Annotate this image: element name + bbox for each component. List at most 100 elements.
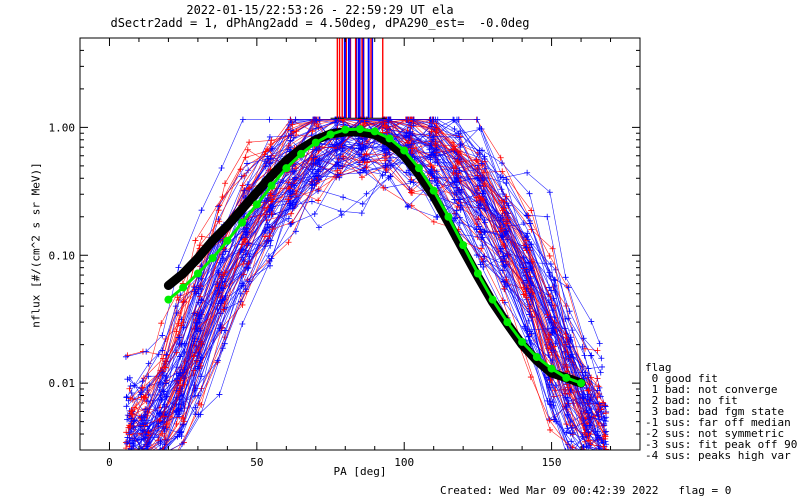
flux-point (579, 343, 586, 350)
fit-point (341, 125, 350, 134)
flux-point (600, 435, 607, 442)
flux-point (527, 292, 534, 299)
flux-point (567, 451, 573, 457)
flux-point (580, 451, 586, 457)
flux-point (146, 451, 152, 457)
flux-point (180, 299, 187, 306)
fit-point (503, 318, 512, 327)
flux-point (128, 451, 134, 457)
flux-point (138, 451, 144, 457)
flux-point (479, 234, 486, 241)
flux-point (291, 168, 298, 175)
fit-point (179, 283, 188, 292)
flux-point (266, 258, 273, 265)
flux-point (285, 126, 292, 133)
fit-point (518, 337, 527, 346)
flux-point (338, 211, 345, 218)
flux-point (588, 406, 595, 413)
flux-point (599, 451, 605, 457)
flux-point (549, 357, 556, 364)
flux-point (409, 190, 416, 197)
flux-point (128, 448, 130, 450)
flux-point (331, 116, 338, 123)
flux-point (428, 140, 435, 147)
flux-point (293, 128, 300, 135)
flux-point (567, 354, 574, 361)
flux-point (142, 394, 149, 401)
flux-point (429, 145, 436, 152)
flux-point (172, 303, 179, 310)
flux-point (565, 315, 572, 322)
x-axis-label: PA [deg] (333, 465, 387, 478)
flux-point (580, 335, 587, 342)
flux-point (597, 451, 603, 457)
flux-point (142, 451, 148, 457)
flux-point (474, 116, 481, 123)
flux-point (410, 116, 417, 123)
flux-point (128, 408, 135, 415)
legend-entry: 2 bad: no fit (645, 394, 738, 407)
flux-point (178, 408, 185, 415)
flux-point (181, 418, 188, 425)
flux-point (360, 157, 367, 164)
flux-point (266, 116, 273, 123)
flux-point (430, 116, 437, 123)
flux-point (355, 136, 362, 143)
flux-point (383, 124, 390, 131)
flux-point (332, 142, 339, 149)
flux-point (479, 242, 486, 249)
flux-point (428, 166, 435, 173)
flux-point (240, 282, 247, 289)
flux-point (477, 195, 484, 202)
flux-point (179, 340, 186, 347)
flux-point (546, 417, 553, 424)
flux-point (602, 403, 609, 410)
flux-point (566, 451, 572, 457)
flux-point (315, 168, 322, 175)
legend-entry: -3 sus: fit peak off 90 (645, 438, 798, 451)
flux-point (362, 145, 369, 152)
flux-point (173, 400, 180, 407)
flux-point (475, 185, 482, 192)
flux-point (215, 284, 222, 291)
flux-point (176, 334, 183, 341)
flux-point (156, 451, 162, 457)
flux-point (146, 451, 152, 457)
flux-point (480, 190, 487, 197)
flux-point (336, 155, 343, 162)
flux-point (287, 221, 294, 228)
flux-point (268, 145, 275, 152)
flux-point (288, 127, 295, 134)
flux-point (476, 125, 483, 132)
flux-point (501, 243, 508, 250)
flux-point (456, 160, 463, 167)
fit-point (532, 353, 541, 362)
flux-point (311, 210, 318, 217)
flux-point (587, 450, 593, 456)
flux-point (563, 368, 570, 375)
flux-point (128, 451, 134, 457)
flux-point (382, 149, 389, 156)
flux-point (127, 451, 133, 457)
flux-point (312, 173, 319, 180)
flux-point (526, 190, 533, 197)
flux-point (454, 158, 461, 165)
flux-point (128, 451, 134, 457)
flux-point (452, 182, 459, 189)
flux-point (562, 274, 569, 281)
flux-point (239, 246, 246, 253)
flux-point (144, 451, 150, 457)
flux-point (196, 293, 203, 300)
flux-point (198, 340, 205, 347)
flux-point (197, 362, 204, 369)
flux-point (142, 451, 148, 457)
flux-point (427, 162, 434, 169)
flux-point (140, 451, 146, 457)
flux-point (308, 198, 315, 205)
flux-point (268, 137, 275, 144)
flux-point (315, 186, 322, 193)
flux-point (216, 218, 223, 225)
flux-point (569, 351, 576, 358)
flux-point (520, 264, 527, 271)
